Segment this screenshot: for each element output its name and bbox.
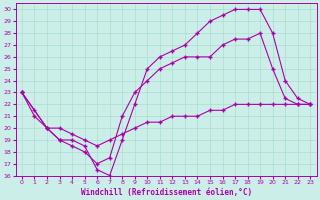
X-axis label: Windchill (Refroidissement éolien,°C): Windchill (Refroidissement éolien,°C) bbox=[81, 188, 252, 197]
